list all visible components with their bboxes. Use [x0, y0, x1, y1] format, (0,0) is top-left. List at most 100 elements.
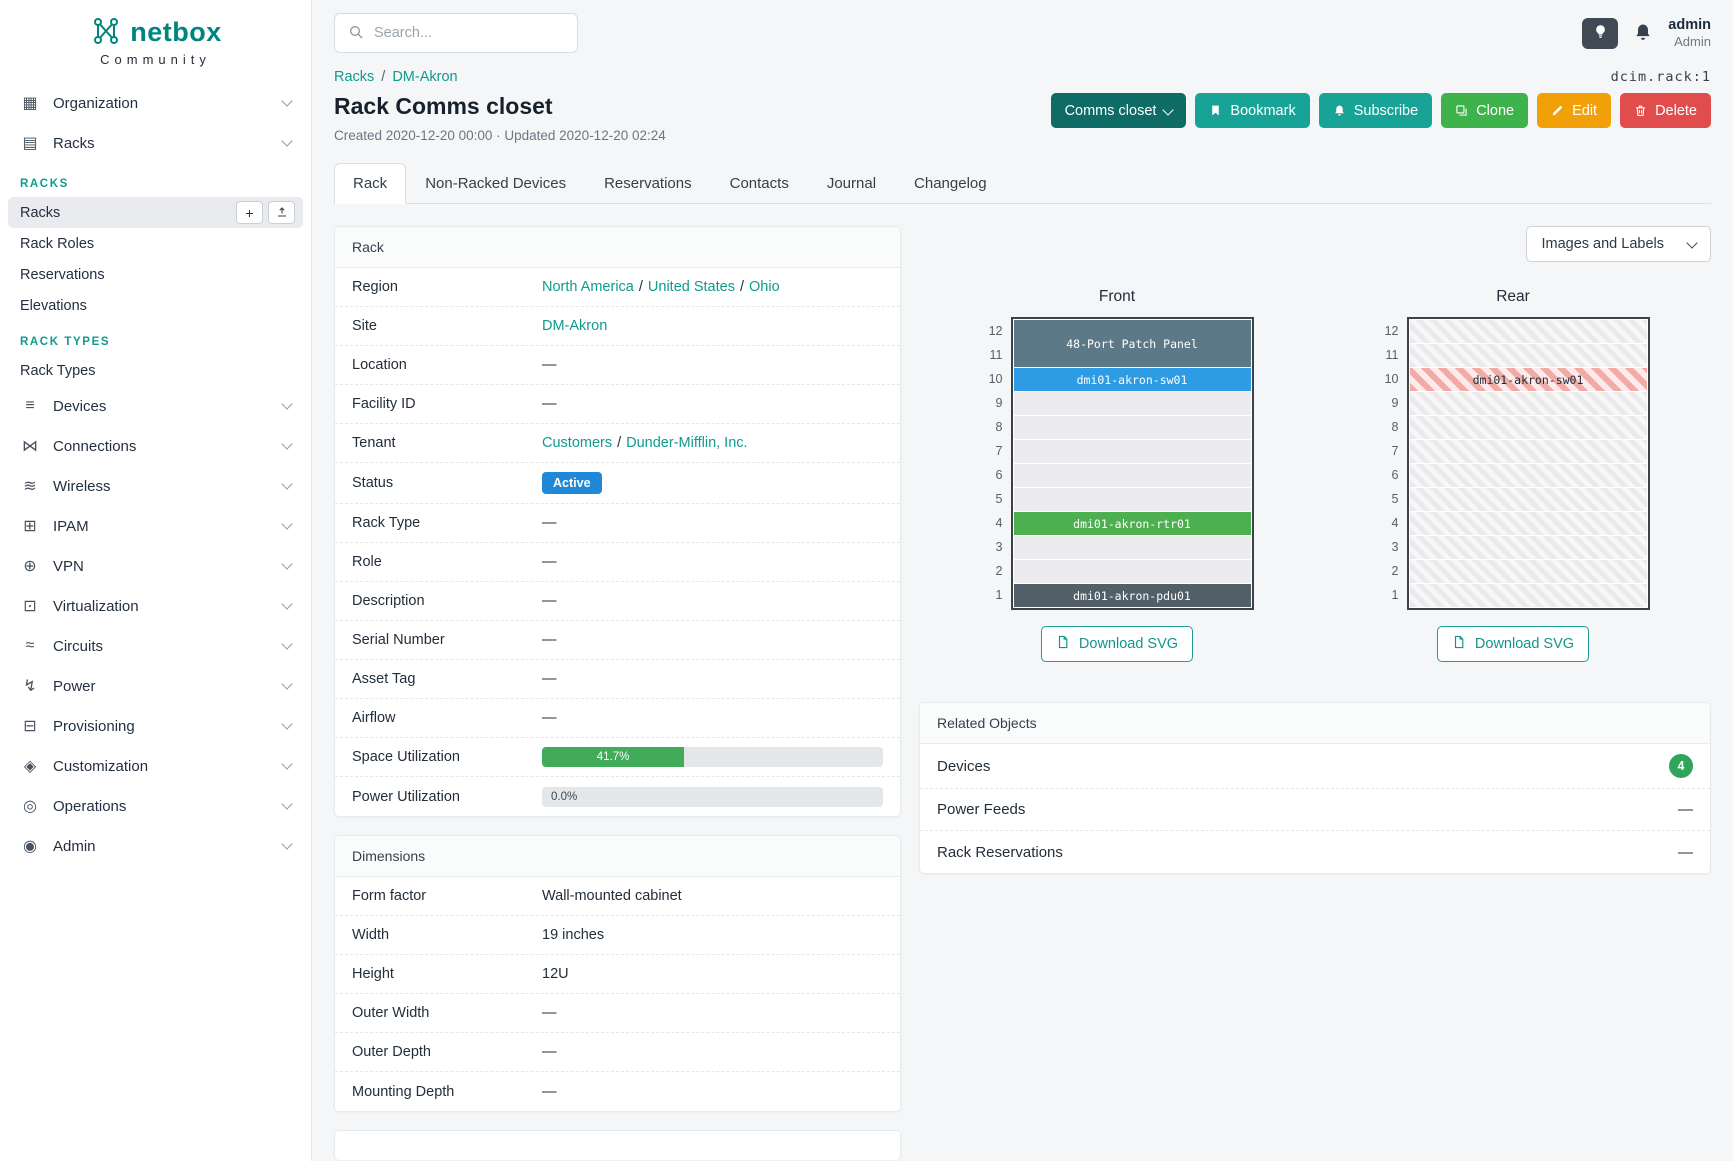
sidebar-item-circuits[interactable]: ≈ Circuits: [0, 626, 311, 666]
topbar: admin Admin: [312, 0, 1733, 61]
search-input[interactable]: [374, 25, 564, 41]
breadcrumb-link-racks[interactable]: Racks: [334, 69, 375, 85]
rack-slot-5[interactable]: [1013, 488, 1251, 511]
rear-download-svg-button[interactable]: Download SVG: [1436, 626, 1590, 662]
tab-reservations[interactable]: Reservations: [604, 175, 692, 192]
rack-slot-5[interactable]: [1409, 488, 1647, 511]
rack-slot-7[interactable]: [1013, 440, 1251, 463]
bookmark-button[interactable]: Bookmark: [1195, 93, 1310, 128]
rear-elevation: Rear 12 11 10 9 8 7 6 5 4 3 2 1 dmi01-akron-sw01 Do…: [1377, 288, 1650, 662]
sidebar-item-power[interactable]: ↯ Power: [0, 666, 311, 706]
unit-number: 12: [1384, 324, 1399, 338]
field-row: Outer Width —: [335, 994, 900, 1033]
link-united-states[interactable]: United States: [647, 279, 735, 295]
rack-slot-6[interactable]: [1013, 464, 1251, 487]
subscribe-button[interactable]: Subscribe: [1318, 93, 1433, 128]
sidebar-item-organization[interactable]: ▦ Organization: [0, 83, 311, 123]
sidebar-item-reservations[interactable]: Reservations: [8, 259, 303, 290]
sidebar-item-label: Customization: [53, 757, 149, 775]
sidebar-item-racks[interactable]: Racks +: [8, 197, 303, 228]
rack-device-dmi01-akron-rtr01[interactable]: dmi01-akron-rtr01: [1013, 512, 1251, 535]
download-svg-label: Download SVG: [1474, 636, 1575, 652]
sidebar-item-admin[interactable]: ◉ Admin: [0, 826, 311, 866]
search-box[interactable]: [334, 13, 578, 53]
tab-bar: Rack Non-Racked Devices Reservations Contac…: [334, 163, 1711, 204]
sidebar-item-label: Circuits: [53, 637, 104, 655]
button-label: Bookmark: [1230, 102, 1296, 119]
sidebar-nav: ▦ Organization ▤ Racks RACKS Racks + Rack Roles…: [0, 83, 311, 866]
sidebar-item-rack-types[interactable]: Rack Types: [8, 355, 303, 386]
clone-button[interactable]: Clone: [1441, 93, 1529, 128]
sidebar-item-label: Connections: [53, 437, 137, 455]
front-download-svg-button[interactable]: Download SVG: [1040, 626, 1194, 662]
link-customers[interactable]: Customers: [542, 435, 613, 451]
tab-contacts[interactable]: Contacts: [729, 175, 789, 192]
delete-button[interactable]: Delete: [1620, 93, 1711, 128]
chevron-down-icon: [281, 598, 293, 610]
import-button[interactable]: [268, 201, 295, 224]
rack-slot-1[interactable]: [1409, 584, 1647, 607]
netbox-logo[interactable]: netbox Community: [0, 12, 311, 83]
sidebar-item-rack-roles[interactable]: Rack Roles: [8, 228, 303, 259]
tab-non-racked-devices[interactable]: Non-Racked Devices: [425, 175, 567, 192]
rack-slot-3[interactable]: [1013, 536, 1251, 559]
rack-slot-4[interactable]: [1409, 512, 1647, 535]
tab-rack[interactable]: Rack: [334, 163, 407, 204]
sidebar-item-racks[interactable]: ▤ Racks: [0, 123, 311, 163]
sidebar-item-virtualization[interactable]: ⊡ Virtualization: [0, 586, 311, 626]
sidebar-item-operations[interactable]: ◎ Operations: [0, 786, 311, 826]
link-ohio[interactable]: Ohio: [749, 279, 780, 295]
sidebar-item-wireless[interactable]: ≋ Wireless: [0, 466, 311, 506]
link-dm-akron[interactable]: DM-Akron: [542, 318, 608, 334]
rack-device-48-port-patch-panel[interactable]: 48-Port Patch Panel: [1013, 320, 1251, 367]
rack-slot-12[interactable]: [1409, 320, 1647, 343]
unit-number: 7: [995, 444, 1003, 458]
right-column: Images and Labels Front 12 11 10 9 8 7 6 5 4 3 2 1 …: [919, 226, 1711, 874]
field-label: Space Utilization: [352, 749, 460, 765]
rack-slot-8[interactable]: [1409, 416, 1647, 439]
sidebar-item-devices[interactable]: ≡ Devices: [0, 386, 311, 426]
rack-device-dmi01-akron-pdu01[interactable]: dmi01-akron-pdu01: [1013, 584, 1251, 607]
sidebar-item-customization[interactable]: ◈ Customization: [0, 746, 311, 786]
add-button[interactable]: +: [236, 201, 263, 224]
chevron-down-icon: [281, 398, 293, 410]
sidebar-item-ipam[interactable]: ⊞ IPAM: [0, 506, 311, 546]
theme-toggle-button[interactable]: [1582, 17, 1619, 49]
rack-device-dmi01-akron-sw01[interactable]: dmi01-akron-sw01: [1013, 368, 1251, 391]
rack-slot-11[interactable]: [1409, 344, 1647, 367]
notifications-button[interactable]: [1633, 22, 1653, 45]
related-empty-value: —: [1678, 843, 1693, 861]
rack-slot-8[interactable]: [1013, 416, 1251, 439]
sidebar-item-connections[interactable]: ⋈ Connections: [0, 426, 311, 466]
rack-slot-9[interactable]: [1409, 392, 1647, 415]
edit-button[interactable]: Edit: [1537, 93, 1612, 128]
user-menu[interactable]: admin Admin: [1668, 16, 1711, 50]
circuits-icon: ≈: [25, 637, 35, 654]
field-value: —: [542, 1005, 557, 1021]
field-label: Description: [352, 593, 425, 609]
rack-slot-7[interactable]: [1409, 440, 1647, 463]
field-label: Outer Depth: [352, 1044, 431, 1060]
rack-slot-3[interactable]: [1409, 536, 1647, 559]
related-link-devices[interactable]: Devices: [937, 757, 991, 775]
link-dunder-mifflin-inc[interactable]: Dunder-Mifflin, Inc.: [626, 435, 748, 451]
link-north-america[interactable]: North America: [542, 279, 634, 295]
unit-number: 9: [995, 396, 1003, 410]
rack-device-dmi01-akron-sw01[interactable]: dmi01-akron-sw01: [1409, 368, 1647, 391]
tab-journal[interactable]: Journal: [826, 175, 877, 192]
related-link-power-feeds[interactable]: Power Feeds: [937, 801, 1026, 818]
sidebar-item-vpn[interactable]: ⊕ VPN: [0, 546, 311, 586]
rack-slot-6[interactable]: [1409, 464, 1647, 487]
rack-slot-2[interactable]: [1013, 560, 1251, 583]
breadcrumb-link-site[interactable]: DM-Akron: [392, 69, 458, 85]
tab-changelog[interactable]: Changelog: [914, 175, 987, 192]
rack-slot-2[interactable]: [1409, 560, 1647, 583]
rack-slot-9[interactable]: [1013, 392, 1251, 415]
sidebar-item-elevations[interactable]: Elevations: [8, 290, 303, 321]
elevation-view-select[interactable]: Images and Labels: [1526, 226, 1711, 262]
comms-closet-button[interactable]: Comms closet: [1050, 93, 1187, 128]
related-link-rack-reservations[interactable]: Rack Reservations: [937, 843, 1063, 861]
unit-number: 10: [988, 372, 1003, 386]
dimensions-panel-title: Dimensions: [335, 836, 900, 877]
sidebar-item-provisioning[interactable]: ⊟ Provisioning: [0, 706, 311, 746]
